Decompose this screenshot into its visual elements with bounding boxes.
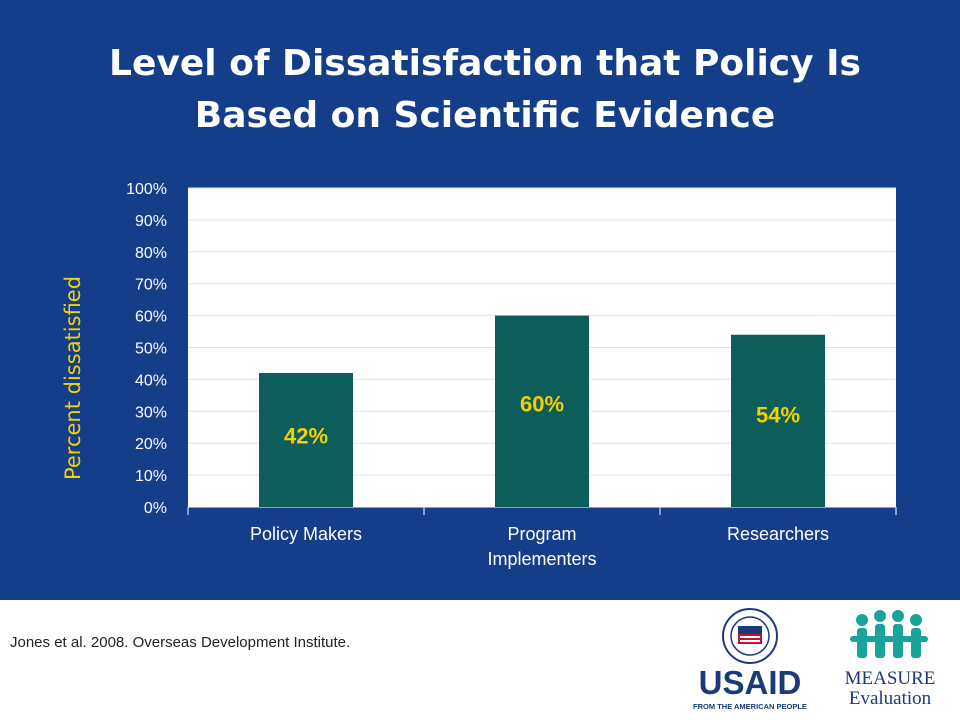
- data-label: 60%: [520, 392, 564, 417]
- y-tick-label: 80%: [135, 245, 167, 262]
- y-tick-labels: 0% 10% 20% 30% 40% 50% 60% 70% 80% 90% 100%: [126, 181, 167, 517]
- data-labels: 42% 60% 54%: [284, 392, 800, 449]
- title-line-1: Level of Dissatisfaction that Policy Is: [109, 43, 861, 84]
- bar-chart: 0% 10% 20% 30% 40% 50% 60% 70% 80% 90% 100% Policy…: [126, 181, 897, 569]
- usaid-logo: USAID FROM THE AMERICAN PEOPLE: [693, 608, 807, 711]
- y-tick-label: 30%: [135, 404, 167, 421]
- measure-wordmark: MEASURE: [845, 668, 936, 689]
- x-category-label: Program: [507, 524, 576, 544]
- bars: [259, 315, 825, 507]
- bar: [259, 373, 353, 507]
- y-tick-label: 10%: [135, 468, 167, 485]
- bar: [731, 334, 825, 507]
- x-category-label: Implementers: [487, 549, 596, 569]
- measure-evaluation-logo: MEASURE Evaluation: [845, 610, 936, 709]
- footer: [0, 600, 960, 720]
- y-tick-label: 60%: [135, 309, 167, 326]
- y-tick-label: 70%: [135, 277, 167, 294]
- title-line-2: Based on Scientific Evidence: [194, 95, 776, 136]
- data-label: 54%: [756, 402, 800, 427]
- evaluation-wordmark: Evaluation: [849, 688, 932, 709]
- y-tick-label: 90%: [135, 213, 167, 230]
- usaid-wordmark: USAID: [699, 664, 802, 701]
- data-label: 42%: [284, 423, 328, 448]
- x-category-label: Researchers: [727, 524, 829, 544]
- citation: Jones et al. 2008. Overseas Development …: [10, 634, 351, 651]
- bar: [495, 315, 589, 507]
- y-tick-label: 40%: [135, 372, 167, 389]
- y-tick-label: 20%: [135, 436, 167, 453]
- y-tick-label: 0%: [144, 500, 167, 517]
- usaid-tagline: FROM THE AMERICAN PEOPLE: [693, 702, 807, 711]
- y-tick-label: 100%: [126, 181, 167, 198]
- x-category-label: Policy Makers: [250, 524, 362, 544]
- slide-title: Level of Dissatisfaction that Policy Is …: [60, 38, 910, 142]
- y-tick-label: 50%: [135, 341, 167, 358]
- people-icon: [850, 610, 928, 658]
- x-category-labels: Policy Makers Program Implementers Research…: [250, 524, 829, 569]
